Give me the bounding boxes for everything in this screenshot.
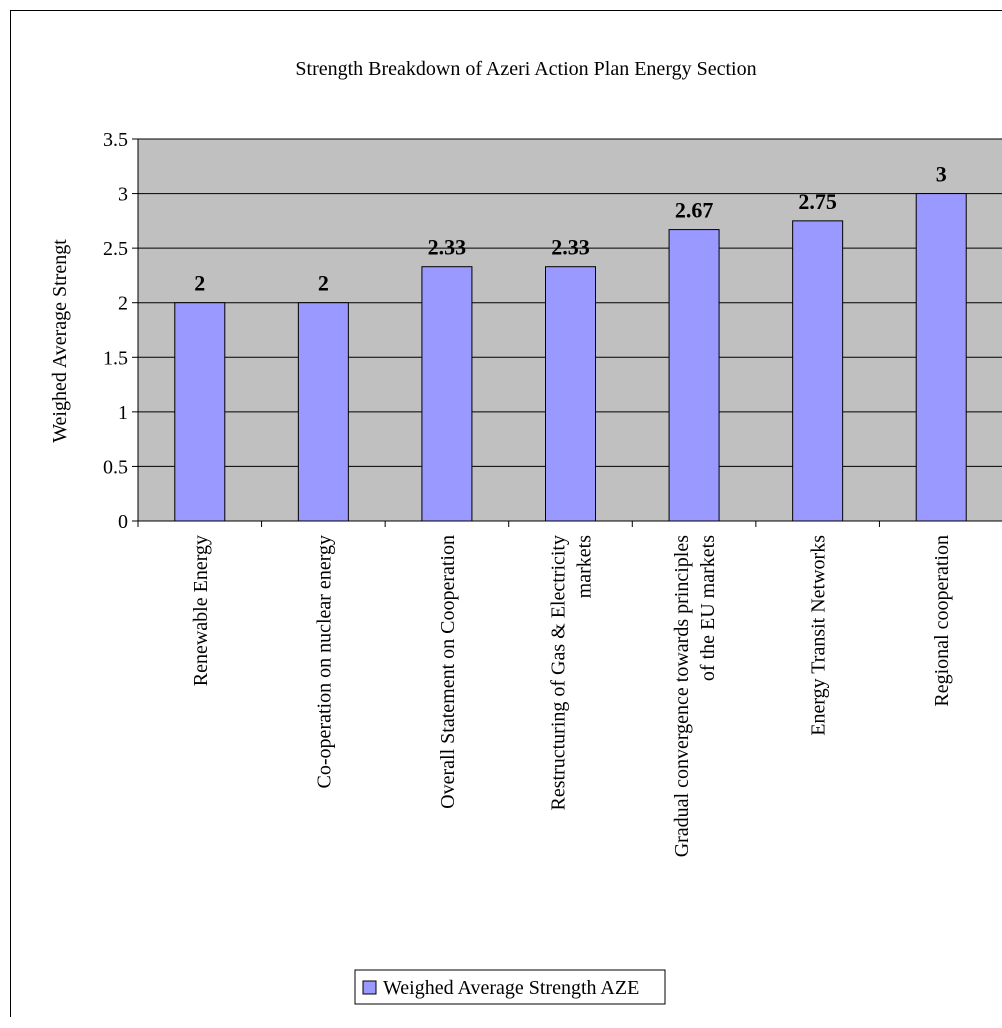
- x-category-label: of the EU markets: [697, 535, 719, 681]
- data-label: 2: [318, 271, 329, 296]
- x-category-label: Renewable Energy: [190, 535, 212, 686]
- legend-label: Weighed Average Strength AZE: [383, 977, 639, 999]
- bar: [174, 302, 226, 522]
- y-tick-label: 3: [118, 184, 128, 206]
- x-category-label: Co-operation on nuclear energy: [313, 535, 335, 788]
- y-tick-label: 1.5: [103, 347, 128, 369]
- data-label: 2.33: [428, 235, 467, 260]
- bar: [545, 266, 596, 522]
- chart-title: Strength Breakdown of Azeri Action Plan …: [295, 58, 756, 80]
- x-category-label: Restructuring of Gas & Electricity: [548, 535, 570, 810]
- y-tick-label: 1: [118, 402, 128, 424]
- x-category-label: Gradual convergence towards principles: [671, 535, 693, 858]
- x-category-label: Overall Statement on Cooperation: [437, 535, 459, 809]
- plot-area: 0 0.5 1 1.5 2 2.5 3 3.5 2 Renewable Energy 2 Co-ope…: [103, 129, 1002, 857]
- y-tick-label: 2: [118, 293, 128, 315]
- legend-box: [354, 969, 666, 1005]
- y-tick-label: 3.5: [103, 129, 128, 151]
- data-label: 2: [194, 271, 205, 296]
- x-category-label: markets: [574, 535, 596, 599]
- data-label: 2.33: [551, 235, 590, 260]
- data-label: 2.67: [675, 198, 714, 223]
- y-tick-label: 2.5: [103, 238, 128, 260]
- y-axis-label: Weighed Average Strengt: [49, 239, 71, 443]
- chart-frame: Strength Breakdown of Azeri Action Plan …: [10, 10, 1002, 1017]
- x-category-label: Energy Transit Networks: [808, 535, 830, 736]
- legend-swatch: [362, 980, 377, 995]
- bar: [421, 266, 473, 522]
- bar: [668, 229, 720, 522]
- y-tick-label: 0.5: [103, 456, 128, 478]
- y-tick-label: 0: [118, 511, 128, 533]
- bar-chart: Strength Breakdown of Azeri Action Plan …: [49, 58, 1002, 1005]
- bar: [792, 220, 844, 522]
- legend: Weighed Average Strength AZE: [354, 969, 666, 1005]
- data-label: 2.75: [798, 189, 837, 214]
- bar: [297, 302, 349, 522]
- x-category-label: Regional cooperation: [931, 535, 953, 707]
- bar: [915, 193, 967, 522]
- data-label: 3: [936, 162, 947, 187]
